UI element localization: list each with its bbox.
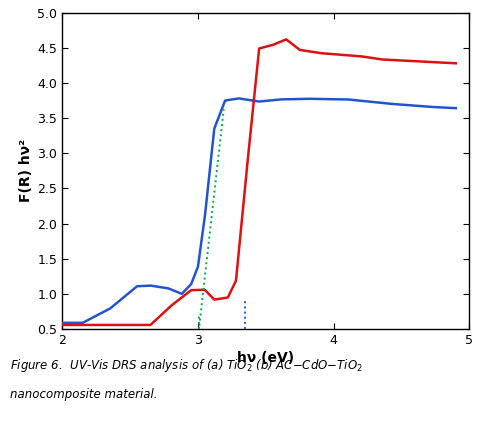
Y-axis label: F(R) hν²: F(R) hν²	[19, 139, 33, 203]
X-axis label: hν (eV): hν (eV)	[237, 351, 295, 365]
Text: Figure 6.  UV-Vis DRS analysis of (a) TiO$_2$ (b) AC$\mathregular{-}$CdO$\mathre: Figure 6. UV-Vis DRS analysis of (a) TiO…	[10, 357, 363, 373]
Text: nanocomposite material.: nanocomposite material.	[10, 388, 157, 401]
